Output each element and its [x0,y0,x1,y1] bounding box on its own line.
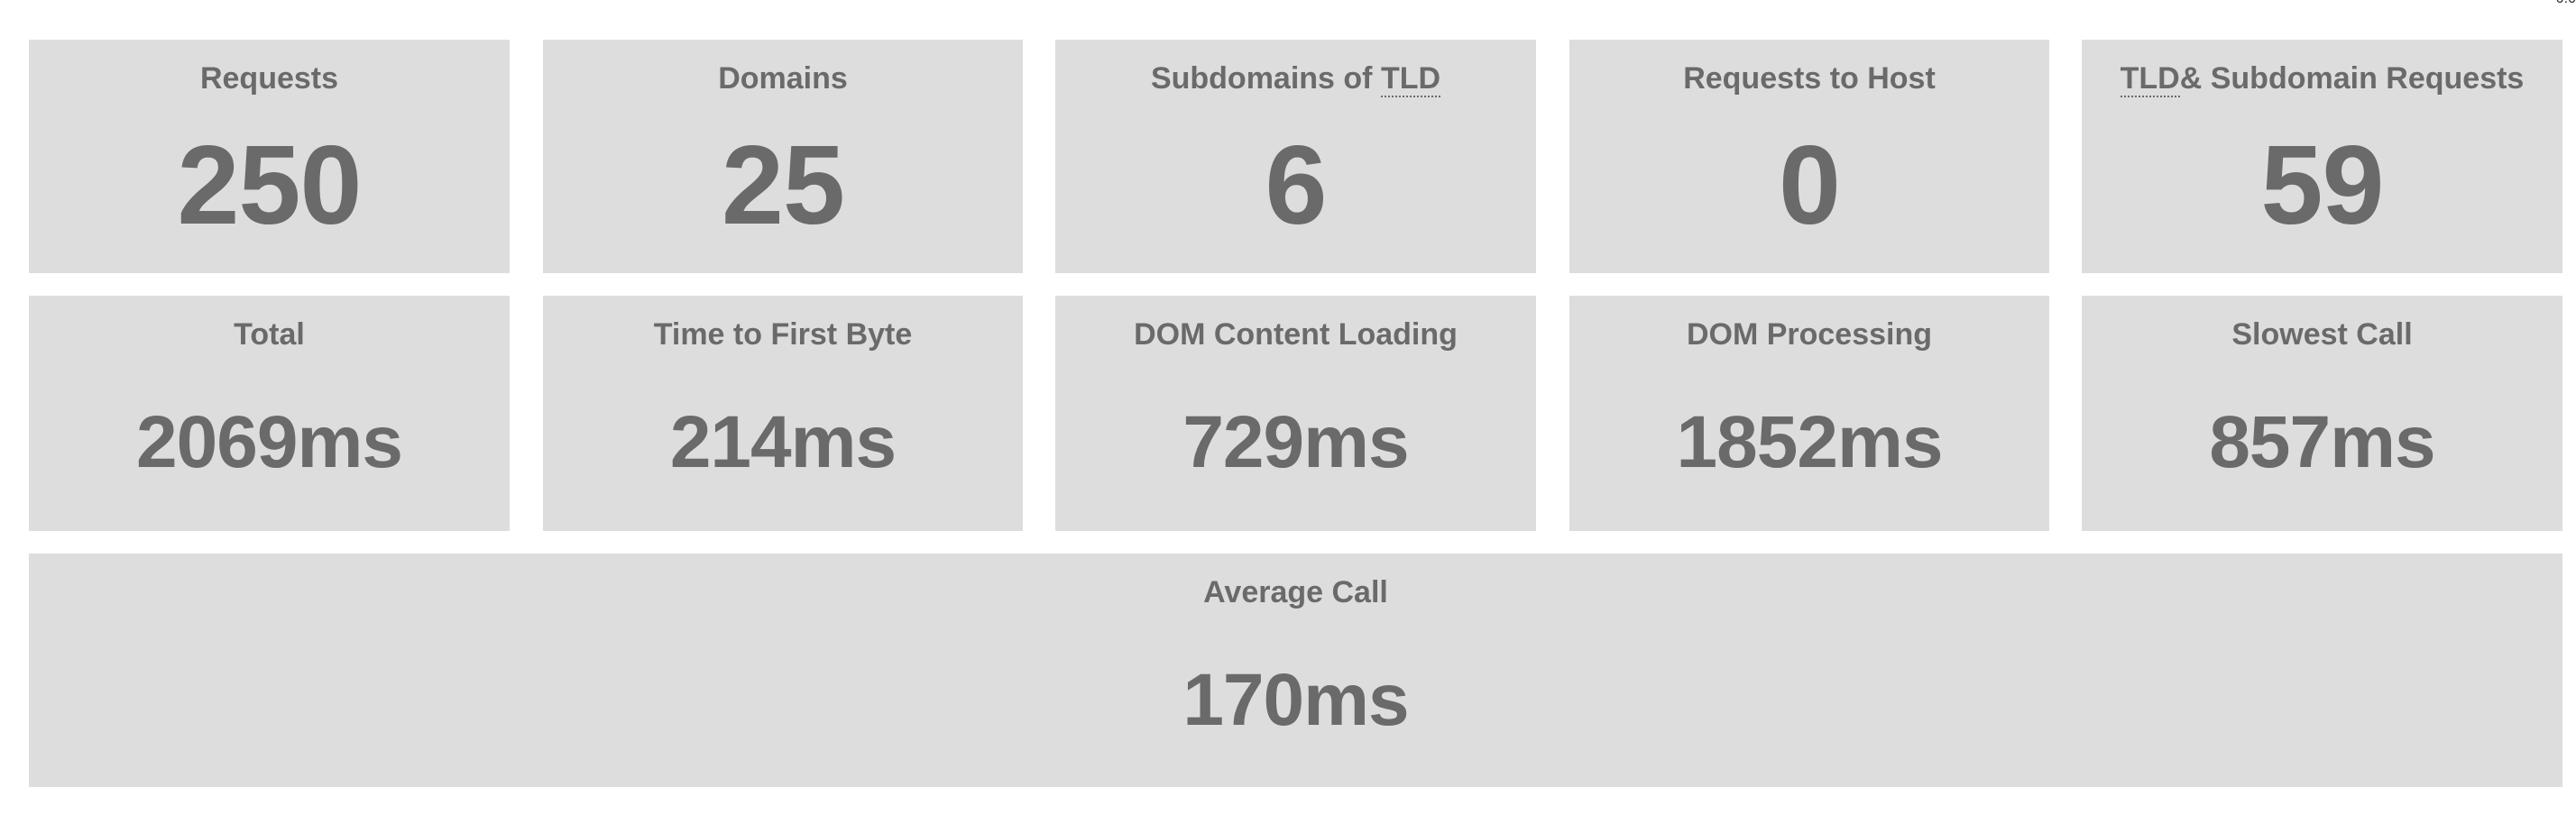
stat-value: 2069ms [136,401,403,483]
stat-card-domains: Domains 25 [543,40,1023,273]
stat-label: DOM Content Loading [1134,317,1458,352]
stat-label-prefix: Subdomains of [1150,61,1381,96]
corner-fragment-text: 0.0 [2556,0,2576,7]
stat-card-slowest-call: Slowest Call 857ms [2082,296,2562,531]
tld-abbreviation[interactable]: TLD [2120,61,2180,97]
stat-card-tld-subdomain-requests: TLD& Subdomain Requests 59 [2082,40,2562,273]
stat-label: Subdomains of TLD [1055,61,1536,97]
stat-label: Slowest Call [2231,317,2413,352]
stat-label: Average Call [1203,575,1388,609]
stat-value: 1852ms [1676,401,1944,483]
stat-value: 729ms [1182,401,1409,483]
stat-card-time-to-first-byte: Time to First Byte 214ms [543,296,1023,531]
stat-label: Requests to Host [1683,61,1936,96]
stat-card-dom-processing: DOM Processing 1852ms [1569,296,2049,531]
stat-value: 857ms [2209,401,2435,483]
stat-card-average-call: Average Call 170ms [29,554,2562,787]
stat-label: DOM Processing [1686,317,1933,352]
stat-value: 250 [177,124,363,248]
stat-label: Requests [199,61,339,96]
stat-card-total: Total 2069ms [29,296,510,531]
stat-card-subdomains-of-tld: Subdomains of TLD 6 [1055,40,1536,273]
stat-label: Total [234,317,305,352]
stat-value: 214ms [669,401,897,483]
stat-card-dom-content-loading: DOM Content Loading 729ms [1055,296,1536,531]
stat-value: 59 [2260,124,2385,248]
stat-value: 170ms [1182,659,1409,741]
stat-label-suffix: & Subdomain Requests [2179,61,2525,96]
stat-card-requests-to-host: Requests to Host 0 [1569,40,2049,273]
tld-abbreviation[interactable]: TLD [1380,61,1441,97]
stat-label: Domains [718,61,848,96]
stat-value: 0 [1779,124,1841,248]
stat-card-requests: Requests 250 [29,40,510,273]
stat-label: TLD& Subdomain Requests [2082,61,2562,97]
stat-value: 25 [722,124,845,248]
stat-value: 6 [1265,124,1328,248]
stat-label: Time to First Byte [653,317,913,352]
